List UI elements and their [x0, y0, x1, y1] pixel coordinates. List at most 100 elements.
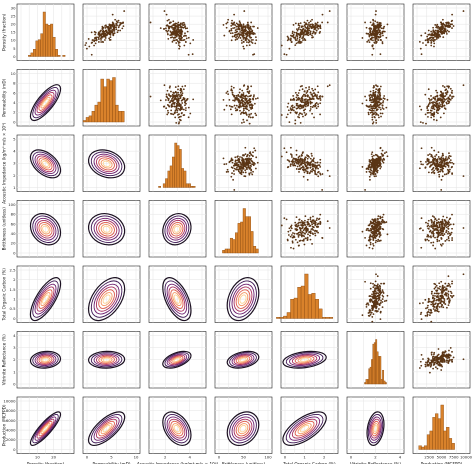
y-tick-label: 4 — [13, 149, 16, 154]
scatter-point — [312, 27, 314, 29]
scatter-point — [369, 234, 371, 236]
scatter-point — [374, 39, 376, 41]
histogram-bar — [382, 370, 383, 384]
scatter-point — [375, 290, 377, 292]
histogram-bar — [101, 79, 104, 122]
scatter-point — [292, 159, 294, 161]
scatter-point — [447, 357, 449, 359]
scatter-point — [451, 172, 453, 174]
scatter-point — [446, 159, 448, 161]
histogram-bar — [238, 223, 241, 253]
scatter-point — [420, 35, 422, 37]
scatter-point — [377, 229, 379, 231]
scatter-point — [433, 355, 435, 357]
scatter-point — [252, 98, 254, 100]
y-tick-label: 10 — [11, 71, 16, 76]
scatter-point — [102, 41, 104, 43]
scatter-point — [305, 156, 307, 158]
histogram-bar — [228, 249, 231, 253]
panel-0-1 — [83, 4, 140, 61]
scatter-point — [442, 175, 444, 177]
scatter-point — [305, 104, 307, 106]
scatter-point — [449, 217, 451, 219]
scatter-point — [301, 231, 303, 233]
scatter-point — [227, 91, 229, 93]
scatter-point — [447, 231, 449, 233]
scatter-point — [305, 24, 307, 26]
scatter-point — [435, 302, 437, 304]
scatter-point — [290, 147, 292, 149]
scatter-point — [303, 34, 305, 36]
scatter-point — [230, 32, 232, 34]
histogram-bar — [301, 286, 305, 318]
scatter-point — [441, 286, 443, 288]
scatter-point — [435, 226, 437, 228]
scatter-point — [311, 169, 313, 171]
scatter-point — [422, 358, 424, 360]
scatter-point — [295, 22, 297, 24]
scatter-point — [185, 41, 187, 43]
scatter-point — [318, 218, 320, 220]
scatter-point — [233, 24, 235, 26]
scatter-point — [373, 42, 375, 44]
scatter-point — [302, 116, 304, 118]
panel-1-5 — [347, 70, 404, 127]
histogram-bar — [308, 294, 312, 318]
scatter-point — [313, 157, 315, 159]
scatter-point — [376, 167, 378, 169]
scatter-point — [244, 39, 246, 41]
histogram-bar — [280, 317, 284, 318]
scatter-point — [422, 164, 424, 166]
scatter-point — [375, 35, 377, 37]
scatter-point — [183, 114, 185, 116]
scatter-point — [243, 162, 245, 164]
scatter-point — [385, 300, 387, 302]
scatter-point — [382, 155, 384, 157]
scatter-point — [289, 121, 291, 123]
scatter-point — [373, 86, 375, 88]
scatter-point — [433, 46, 435, 48]
scatter-point — [296, 229, 298, 231]
scatter-point — [379, 162, 381, 164]
panel-2-6 — [413, 135, 470, 192]
histogram-bar — [384, 381, 385, 384]
scatter-point — [231, 30, 233, 32]
scatter-point — [311, 35, 313, 37]
scatter-point — [322, 14, 324, 16]
scatter-point — [448, 228, 450, 230]
scatter-point — [429, 153, 431, 155]
scatter-point — [180, 94, 182, 96]
histogram-bar — [165, 179, 167, 188]
scatter-point — [437, 237, 439, 239]
scatter-point — [436, 240, 438, 242]
scatter-point — [425, 366, 427, 368]
scatter-point — [446, 25, 448, 27]
scatter-point — [298, 99, 300, 101]
scatter-point — [442, 243, 444, 245]
scatter-point — [442, 85, 444, 87]
scatter-point — [246, 100, 248, 102]
scatter-point — [300, 122, 302, 124]
scatter-point — [304, 90, 306, 92]
scatter-point — [434, 24, 436, 26]
scatter-point — [451, 14, 453, 16]
scatter-point — [305, 228, 307, 230]
scatter-point — [377, 158, 379, 160]
scatter-point — [304, 169, 306, 171]
scatter-point — [371, 156, 373, 158]
scatter-point — [317, 223, 319, 225]
scatter-point — [309, 110, 311, 112]
scatter-point — [314, 94, 316, 96]
scatter-point — [247, 164, 249, 166]
scatter-point — [446, 289, 448, 291]
scatter-point — [314, 230, 316, 232]
scatter-point — [442, 165, 444, 167]
scatter-point — [319, 159, 321, 161]
scatter-point — [370, 32, 372, 34]
scatter-point — [243, 109, 245, 111]
scatter-point — [449, 94, 451, 96]
scatter-point — [302, 96, 304, 98]
scatter-point — [369, 98, 371, 100]
